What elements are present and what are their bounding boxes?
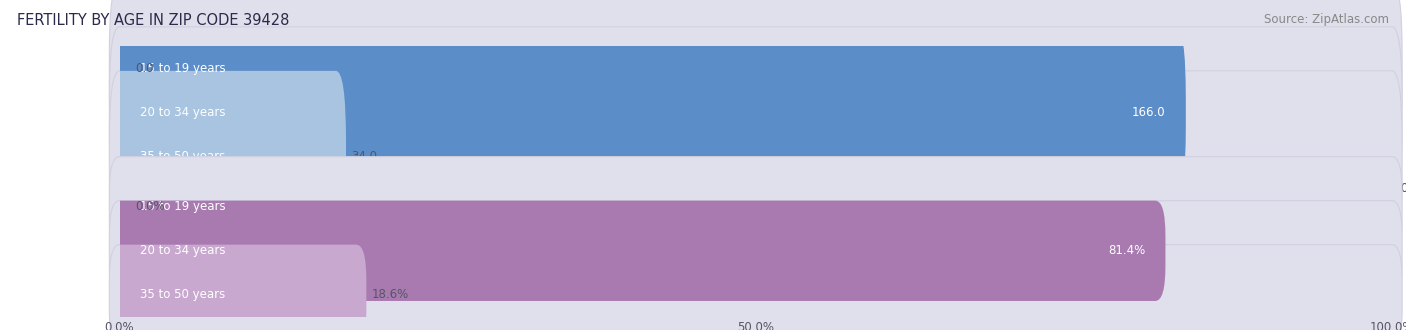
Text: 0.0%: 0.0% [135, 200, 165, 213]
FancyBboxPatch shape [110, 71, 1402, 242]
FancyBboxPatch shape [110, 201, 1166, 301]
Text: 18.6%: 18.6% [371, 288, 409, 301]
Text: 0.0: 0.0 [135, 62, 153, 75]
Text: 15 to 19 years: 15 to 19 years [139, 200, 225, 213]
FancyBboxPatch shape [110, 201, 1402, 301]
Text: 35 to 50 years: 35 to 50 years [139, 150, 225, 163]
Text: 20 to 34 years: 20 to 34 years [139, 106, 225, 119]
Text: Source: ZipAtlas.com: Source: ZipAtlas.com [1264, 13, 1389, 26]
Text: 15 to 19 years: 15 to 19 years [139, 62, 225, 75]
Text: 20 to 34 years: 20 to 34 years [139, 244, 225, 257]
Text: 35 to 50 years: 35 to 50 years [139, 288, 225, 301]
FancyBboxPatch shape [110, 157, 1402, 257]
FancyBboxPatch shape [110, 0, 1402, 153]
FancyBboxPatch shape [110, 27, 1185, 198]
FancyBboxPatch shape [110, 245, 367, 330]
FancyBboxPatch shape [110, 71, 346, 242]
FancyBboxPatch shape [110, 245, 1402, 330]
FancyBboxPatch shape [110, 27, 1402, 198]
Text: 81.4%: 81.4% [1108, 244, 1144, 257]
Text: 34.0: 34.0 [352, 150, 377, 163]
Text: 166.0: 166.0 [1132, 106, 1166, 119]
Text: FERTILITY BY AGE IN ZIP CODE 39428: FERTILITY BY AGE IN ZIP CODE 39428 [17, 13, 290, 28]
